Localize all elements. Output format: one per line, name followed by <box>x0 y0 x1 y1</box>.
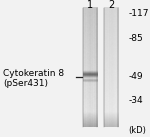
Text: -34: -34 <box>128 96 143 105</box>
Text: 2: 2 <box>108 1 114 10</box>
Text: 1: 1 <box>87 1 93 10</box>
Text: -49: -49 <box>128 72 143 81</box>
Text: -85: -85 <box>128 34 143 43</box>
Text: -117: -117 <box>128 9 149 18</box>
Text: (kD): (kD) <box>128 126 146 135</box>
Text: (pSer431): (pSer431) <box>3 79 48 88</box>
Text: Cytokeratin 8: Cytokeratin 8 <box>3 69 64 79</box>
